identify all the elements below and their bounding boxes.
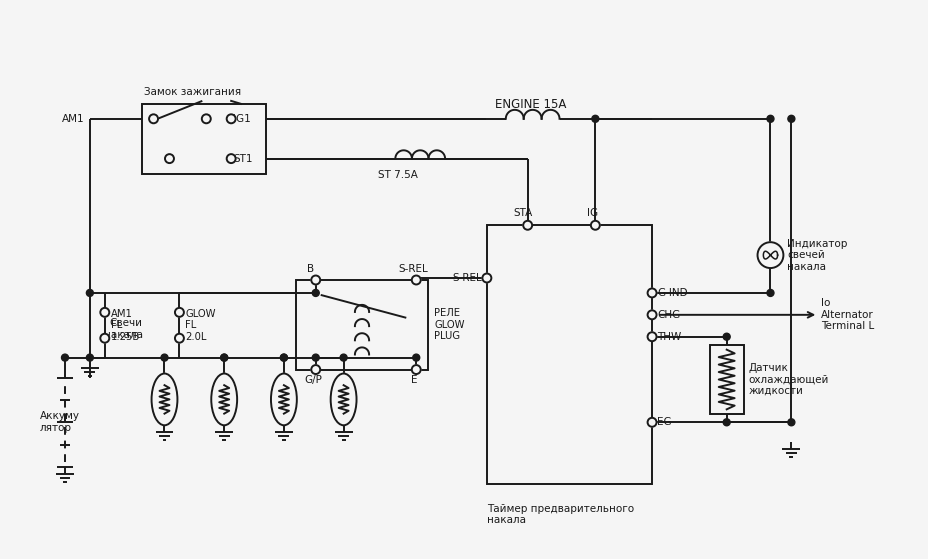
- Bar: [141, 104, 265, 173]
- Circle shape: [647, 288, 656, 297]
- Text: S-REL: S-REL: [398, 264, 428, 274]
- Circle shape: [100, 334, 110, 343]
- Circle shape: [100, 308, 110, 317]
- Circle shape: [174, 308, 184, 317]
- Circle shape: [226, 115, 236, 124]
- Circle shape: [165, 154, 174, 163]
- Circle shape: [412, 354, 419, 361]
- Text: EG: EG: [656, 417, 671, 427]
- Circle shape: [411, 276, 420, 285]
- Circle shape: [280, 354, 287, 361]
- Circle shape: [311, 276, 320, 285]
- Circle shape: [482, 273, 491, 282]
- Circle shape: [148, 115, 158, 124]
- Text: B: B: [307, 264, 314, 274]
- Circle shape: [201, 115, 211, 124]
- Text: IG1: IG1: [233, 114, 251, 124]
- Circle shape: [340, 354, 347, 361]
- Bar: [295, 280, 428, 369]
- Circle shape: [411, 365, 420, 374]
- Circle shape: [226, 154, 236, 163]
- Circle shape: [86, 290, 93, 296]
- Text: ST1: ST1: [233, 154, 252, 164]
- Text: РЕЛЕ
GLOW
PLUG: РЕЛЕ GLOW PLUG: [433, 308, 464, 342]
- Circle shape: [221, 354, 227, 361]
- Text: GLOW
FL
2.0L: GLOW FL 2.0L: [186, 309, 215, 342]
- Circle shape: [86, 354, 93, 361]
- Circle shape: [767, 290, 773, 296]
- Text: THW: THW: [656, 331, 680, 342]
- Circle shape: [722, 333, 729, 340]
- Bar: [486, 225, 651, 484]
- Circle shape: [787, 115, 794, 122]
- Text: Замок зажигания: Замок зажигания: [144, 87, 240, 97]
- Text: Свечи
накала: Свечи накала: [104, 318, 143, 340]
- Text: AM1
FL
1.25В: AM1 FL 1.25В: [110, 309, 140, 342]
- Text: E: E: [410, 376, 417, 386]
- Circle shape: [591, 115, 599, 122]
- Circle shape: [756, 242, 782, 268]
- Ellipse shape: [271, 373, 297, 425]
- Text: G-IND: G-IND: [656, 288, 687, 298]
- Text: IG: IG: [586, 209, 598, 219]
- Circle shape: [647, 418, 656, 427]
- Ellipse shape: [330, 373, 356, 425]
- Circle shape: [311, 365, 320, 374]
- Text: CHG: CHG: [656, 310, 679, 320]
- Text: S-REL: S-REL: [452, 273, 482, 283]
- Circle shape: [722, 419, 729, 426]
- Circle shape: [590, 221, 599, 230]
- Circle shape: [312, 290, 319, 296]
- Text: Аккуму
лятор: Аккуму лятор: [40, 411, 80, 433]
- Text: ST 7.5A: ST 7.5A: [378, 169, 418, 179]
- Text: Датчик
охлаждающей
жидкости: Датчик охлаждающей жидкости: [748, 363, 828, 396]
- Circle shape: [522, 221, 532, 230]
- Circle shape: [647, 332, 656, 341]
- Circle shape: [767, 115, 773, 122]
- Circle shape: [647, 310, 656, 319]
- Text: Io
Alternator
Terminal L: Io Alternator Terminal L: [820, 298, 873, 331]
- Text: Индикатор
свечей
накала: Индикатор свечей накала: [787, 239, 847, 272]
- Text: Таймер предварительного
накала: Таймер предварительного накала: [486, 504, 633, 525]
- Text: AM1: AM1: [62, 114, 84, 124]
- Ellipse shape: [151, 373, 177, 425]
- Circle shape: [280, 354, 287, 361]
- Circle shape: [221, 354, 227, 361]
- Ellipse shape: [211, 373, 237, 425]
- Circle shape: [312, 354, 319, 361]
- Circle shape: [161, 354, 168, 361]
- Circle shape: [61, 354, 69, 361]
- Circle shape: [174, 334, 184, 343]
- Text: STA: STA: [512, 209, 532, 219]
- Bar: [709, 345, 742, 414]
- Text: ENGINE 15A: ENGINE 15A: [495, 98, 565, 111]
- Text: G/P: G/P: [304, 376, 322, 386]
- Circle shape: [787, 419, 794, 426]
